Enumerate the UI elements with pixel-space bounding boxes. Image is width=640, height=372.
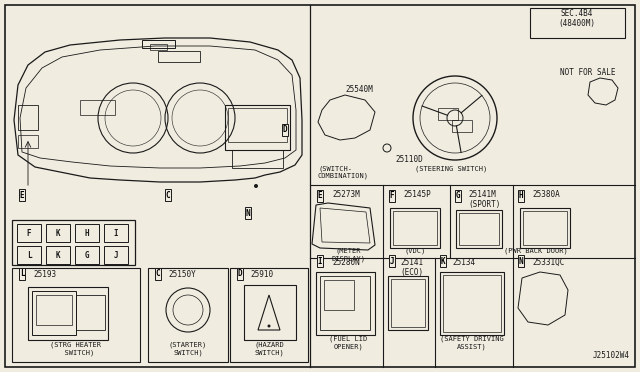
Bar — [158, 51, 200, 62]
Bar — [393, 211, 437, 245]
Text: E: E — [317, 192, 323, 201]
Text: (STEERING SWITCH): (STEERING SWITCH) — [415, 165, 487, 171]
Text: (SWITCH-
COMBINATION): (SWITCH- COMBINATION) — [318, 165, 369, 179]
Text: 25273M: 25273M — [332, 190, 360, 199]
Bar — [456, 210, 502, 248]
Bar — [75, 224, 99, 242]
Text: (METER
DISPLAY): (METER DISPLAY) — [331, 248, 365, 262]
Bar — [80, 100, 115, 115]
Bar — [225, 105, 290, 150]
Bar — [324, 280, 354, 310]
Text: 25910: 25910 — [250, 270, 273, 279]
Text: F: F — [390, 192, 394, 201]
Text: G: G — [84, 250, 90, 260]
Bar — [452, 120, 472, 132]
Text: NOT FOR SALE: NOT FOR SALE — [560, 68, 616, 77]
Text: 25141: 25141 — [400, 258, 423, 267]
Text: 25150Y: 25150Y — [168, 270, 196, 279]
Bar — [17, 224, 41, 242]
Bar — [232, 150, 283, 168]
Text: L: L — [20, 269, 24, 279]
Bar — [438, 108, 458, 120]
Bar — [18, 135, 38, 148]
Bar — [75, 246, 99, 264]
Circle shape — [254, 184, 258, 188]
Bar — [228, 108, 287, 142]
Bar — [32, 291, 76, 335]
Bar — [388, 276, 428, 330]
Bar — [443, 275, 501, 332]
Bar — [459, 213, 499, 245]
Text: 25134: 25134 — [452, 258, 475, 267]
Bar — [244, 285, 296, 340]
Bar — [520, 208, 570, 248]
Text: I: I — [317, 257, 323, 266]
Bar — [316, 272, 375, 335]
Text: 25193: 25193 — [33, 270, 56, 279]
Text: N: N — [518, 257, 524, 266]
Text: J25102W4: J25102W4 — [593, 351, 630, 360]
Text: SEC.4B4
(48400M): SEC.4B4 (48400M) — [559, 9, 595, 28]
Circle shape — [268, 324, 271, 327]
Text: K: K — [441, 257, 445, 266]
Text: E: E — [20, 190, 24, 199]
Text: (VDC): (VDC) — [404, 248, 426, 254]
Text: (PWR BACK DOOR): (PWR BACK DOOR) — [504, 248, 568, 254]
Text: 25280N: 25280N — [332, 258, 360, 267]
Bar — [530, 8, 625, 38]
Bar — [320, 276, 370, 330]
Text: J: J — [390, 257, 394, 266]
Text: 25141M: 25141M — [468, 190, 496, 199]
Text: I: I — [114, 228, 118, 237]
Bar — [440, 272, 504, 335]
Text: (STRG HEATER
  SWITCH): (STRG HEATER SWITCH) — [49, 342, 100, 356]
Bar — [46, 246, 70, 264]
Bar — [18, 105, 38, 130]
Text: L: L — [27, 250, 31, 260]
Text: D: D — [283, 125, 287, 135]
Bar — [36, 295, 72, 325]
Text: (STARTER)
SWITCH): (STARTER) SWITCH) — [169, 342, 207, 356]
Text: 25145P: 25145P — [403, 190, 431, 199]
Bar — [12, 268, 140, 362]
Text: (FUEL LID
OPENER): (FUEL LID OPENER) — [329, 336, 367, 350]
Text: (HAZARD
SWITCH): (HAZARD SWITCH) — [254, 342, 284, 356]
Bar — [142, 40, 175, 48]
Text: 25380A: 25380A — [532, 190, 560, 199]
Bar — [46, 224, 70, 242]
Bar — [150, 44, 167, 50]
Text: C: C — [156, 269, 160, 279]
Text: K: K — [56, 250, 60, 260]
Bar — [76, 295, 105, 330]
Bar — [390, 208, 440, 248]
Text: 25110D: 25110D — [395, 155, 423, 164]
Text: F: F — [27, 228, 31, 237]
Text: G: G — [456, 192, 460, 201]
Text: (SAFETY DRIVING
ASSIST): (SAFETY DRIVING ASSIST) — [440, 336, 504, 350]
Text: D: D — [237, 269, 243, 279]
Text: N: N — [246, 208, 250, 218]
Text: H: H — [518, 192, 524, 201]
Bar — [523, 211, 567, 245]
Bar — [391, 279, 425, 327]
Bar — [28, 287, 108, 340]
Text: (SPORT): (SPORT) — [468, 200, 500, 209]
Bar — [17, 246, 41, 264]
Text: K: K — [56, 228, 60, 237]
Bar — [104, 246, 128, 264]
Text: 25331QC: 25331QC — [532, 258, 564, 267]
Text: H: H — [84, 228, 90, 237]
Bar — [104, 224, 128, 242]
Text: J: J — [114, 250, 118, 260]
Text: (ECO): (ECO) — [400, 268, 423, 277]
Text: C: C — [166, 190, 170, 199]
Bar — [148, 268, 228, 362]
Bar — [230, 268, 308, 362]
Bar — [12, 220, 135, 265]
Text: 25540M: 25540M — [345, 85, 372, 94]
